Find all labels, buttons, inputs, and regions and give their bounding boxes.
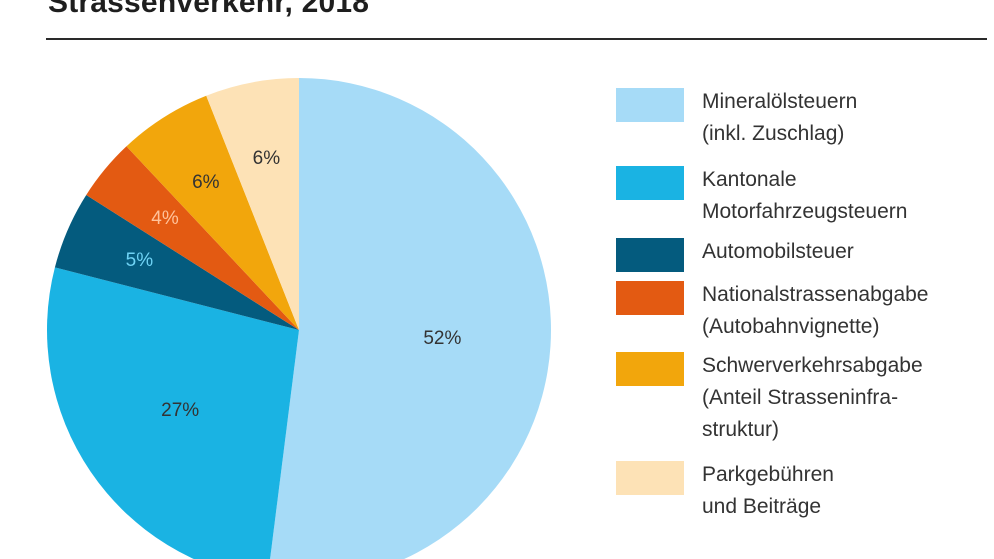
legend-label-0: Mineralölsteuern (inkl. Zuschlag) — [702, 86, 992, 150]
legend-label-line: (Autobahnvignette) — [702, 315, 880, 338]
legend-label-line: und Beiträge — [702, 495, 822, 518]
chart-title: Strassenverkehr, 2018 — [48, 0, 370, 19]
legend-label-line: struktur) — [702, 418, 780, 441]
pie-slice-5 — [206, 78, 299, 330]
slice-label-2: 5% — [126, 250, 154, 271]
slice-label-3: 4% — [151, 208, 179, 229]
pie-slice-0 — [270, 78, 551, 559]
legend: Mineralölsteuern (inkl. Zuschlag) Kantonal… — [616, 0, 986, 559]
legend-label-line: Schwerverkehrsabgabe — [702, 354, 923, 377]
legend-swatch-2 — [616, 238, 684, 272]
legend-label-line: Motorfahrzeugsteuern — [702, 200, 908, 223]
pie-slice-1 — [47, 267, 299, 559]
legend-swatch-4 — [616, 352, 684, 386]
legend-swatch-0 — [616, 88, 684, 122]
title-divider — [46, 38, 987, 40]
legend-label-line: Parkgebühren — [702, 463, 834, 486]
slice-label-1: 27% — [161, 400, 199, 421]
legend-label-3: Nationalstrassenabgabe (Autobahnvignette) — [702, 279, 992, 343]
pie-slice-2 — [54, 194, 300, 330]
legend-swatch-3 — [616, 281, 684, 315]
legend-swatch-1 — [616, 166, 684, 200]
legend-label-4: Schwerverkehrsabgabe (Anteil Strasseninfr… — [702, 350, 992, 446]
legend-label-line: Nationalstrassenabgabe — [702, 283, 929, 306]
legend-label-line: (inkl. Zuschlag) — [702, 122, 845, 145]
legend-label-1: Kantonale Motorfahrzeugsteuern — [702, 164, 992, 228]
legend-label-line: (Anteil Strasseninfra- — [702, 386, 899, 409]
legend-label-line: Mineralölsteuern — [702, 90, 858, 113]
slice-label-0: 52% — [423, 328, 461, 349]
pie-slices — [47, 78, 551, 559]
pie-slice-4 — [126, 95, 299, 331]
pie-labels: 52% 27% 5% 4% 6% 6% — [126, 148, 462, 421]
legend-swatch-5 — [616, 461, 684, 495]
slice-label-5: 6% — [253, 148, 281, 169]
legend-label-line: Kantonale — [702, 168, 797, 191]
slice-label-4: 6% — [192, 172, 220, 193]
legend-label-5: Parkgebühren und Beiträge — [702, 459, 992, 523]
legend-label-2: Automobilsteuer — [702, 236, 992, 268]
legend-label-line: Automobilsteuer — [702, 240, 854, 263]
pie-slice-3 — [86, 146, 299, 330]
